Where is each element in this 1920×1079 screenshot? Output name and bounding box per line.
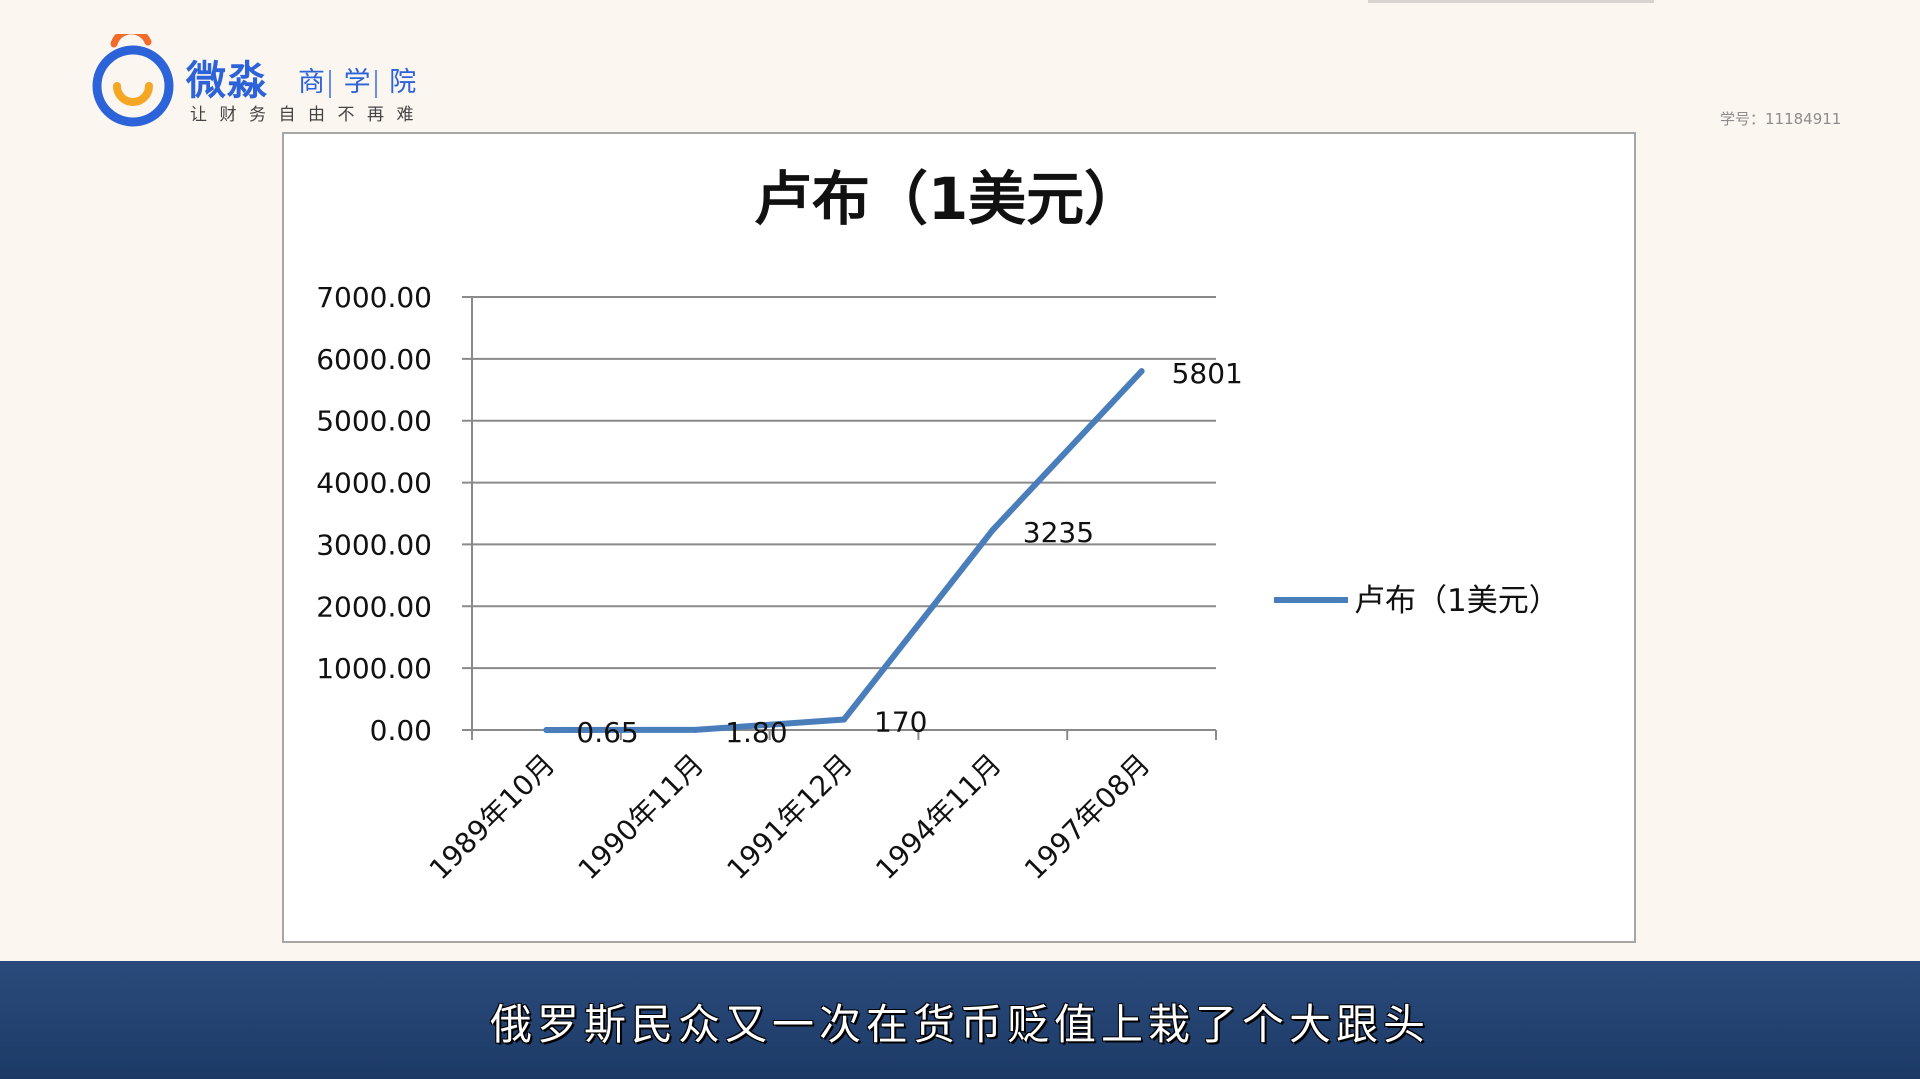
logo: 微淼 商 学 院 让财务自由不再难	[90, 32, 450, 132]
data-label: 1.80	[725, 716, 787, 749]
logo-sub-1: 商	[298, 67, 337, 98]
series-line	[543, 368, 1145, 733]
logo-sub-2: 学	[343, 67, 383, 98]
logo-icon	[92, 34, 174, 127]
data-label: 0.65	[576, 716, 638, 749]
student-id: 学号：11184911	[1720, 110, 1842, 128]
chart-frame: 卢布（1美元） 0.00 1000.00 2000.00 3000.00 4000.00 5…	[282, 132, 1636, 943]
y-tick-label: 2000.00	[316, 590, 432, 623]
x-tick-label: 1990年11月	[572, 748, 711, 887]
line-chart: 卢布（1美元） 0.00 1000.00 2000.00 3000.00 4000.00 5…	[316, 165, 1560, 887]
data-point	[989, 526, 996, 533]
subtitle-text: 俄罗斯民众又一次在货币贬值上栽了个大跟头	[489, 1000, 1430, 1049]
y-tick-label: 5000.00	[316, 405, 432, 438]
x-tick-label: 1991年12月	[720, 748, 859, 887]
data-label: 170	[874, 705, 927, 738]
data-label: 5801	[1172, 357, 1243, 390]
logo-name: 微淼	[186, 58, 268, 104]
logo-sub: 商 学 院	[298, 60, 428, 99]
y-tick-label: 0.00	[370, 714, 432, 747]
y-tick-label: 4000.00	[316, 467, 432, 500]
logo-sub-separator	[329, 69, 331, 98]
logo-sub-3: 院	[389, 67, 429, 98]
legend-label: 卢布（1美元）	[1354, 583, 1560, 619]
y-tick-label: 6000.00	[316, 343, 432, 376]
data-point	[841, 716, 847, 723]
top-bar-mark	[1368, 0, 1654, 3]
data-point	[543, 726, 550, 733]
y-tick-label: 3000.00	[316, 528, 432, 561]
chart-title: 卢布（1美元）	[754, 165, 1142, 233]
x-tick-label: 1997年08月	[1018, 748, 1157, 887]
data-point	[692, 726, 699, 733]
data-label: 3235	[1023, 516, 1094, 549]
logo-sub-separator	[374, 69, 377, 98]
subtitle-bar: 俄罗斯民众又一次在货币贬值上栽了个大跟头	[0, 961, 1920, 1079]
y-tick-label: 1000.00	[316, 652, 432, 685]
x-tick-label: 1994年11月	[869, 748, 1008, 887]
x-tick-label: 1989年10月	[423, 748, 562, 887]
data-point	[1138, 368, 1145, 375]
y-tick-label: 7000.00	[316, 281, 432, 314]
logo-slogan: 让财务自由不再难	[190, 105, 426, 125]
